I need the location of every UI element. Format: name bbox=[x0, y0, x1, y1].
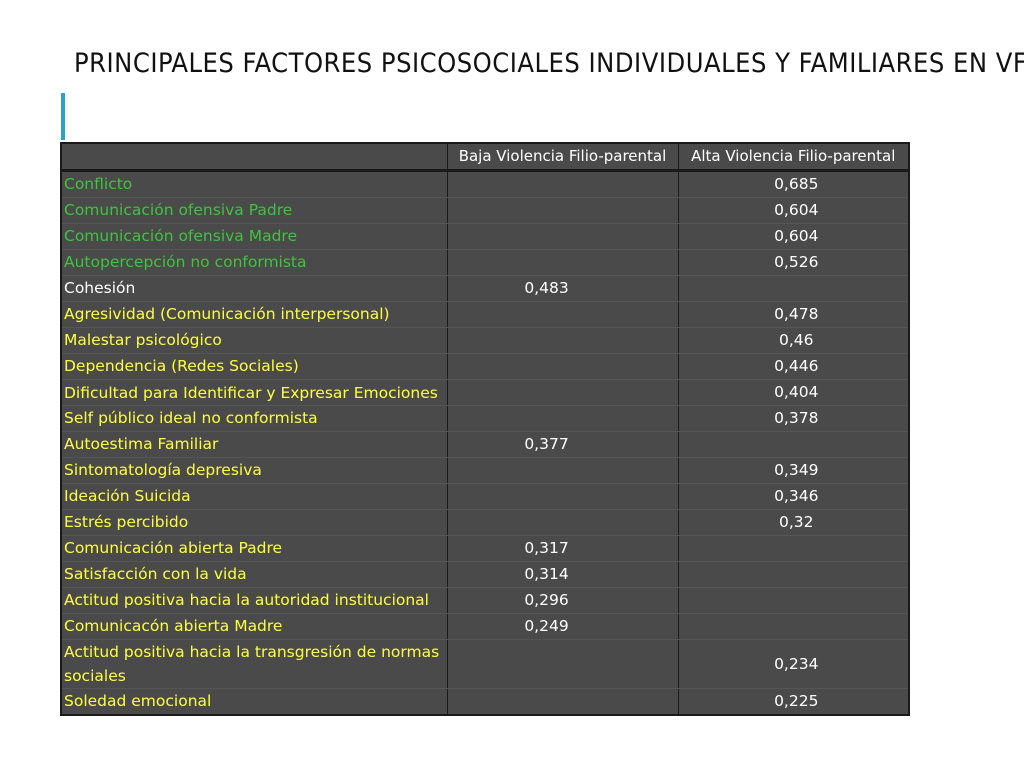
alta-value: 0,346 bbox=[677, 483, 909, 510]
header-alta: Alta Violencia Filio-parental bbox=[677, 143, 909, 172]
factor-label: Self público ideal no conformista bbox=[60, 405, 447, 432]
factor-label: Autoestima Familiar bbox=[60, 431, 447, 458]
table-row: Soledad emocional 0,225 bbox=[60, 688, 909, 716]
baja-value bbox=[446, 197, 678, 224]
table-row: Actitud positiva hacia la transgresión d… bbox=[60, 639, 909, 689]
baja-value: 0,377 bbox=[446, 431, 678, 458]
table-row: Satisfacción con la vida 0,314 bbox=[60, 561, 909, 588]
factor-label: Ideación Suicida bbox=[60, 483, 447, 510]
baja-value: 0,249 bbox=[446, 613, 678, 640]
baja-value bbox=[446, 353, 678, 380]
baja-value bbox=[446, 509, 678, 536]
alta-value: 0,46 bbox=[677, 327, 909, 354]
factor-label: Comunicación ofensiva Padre bbox=[60, 197, 447, 224]
alta-value: 0,378 bbox=[677, 405, 909, 432]
header-baja: Baja Violencia Filio-parental bbox=[446, 143, 678, 172]
factor-label: Sintomatología depresiva bbox=[60, 457, 447, 484]
table-row: Conflicto 0,685 bbox=[60, 170, 909, 198]
table-row: Estrés percibido 0,32 bbox=[60, 509, 909, 536]
factor-label: Estrés percibido bbox=[60, 509, 447, 536]
factor-label: Autopercepción no conformista bbox=[60, 249, 447, 276]
factor-label: Comunicación abierta Padre bbox=[60, 535, 447, 562]
table-row: Agresividad (Comunicación interpersonal)… bbox=[60, 301, 909, 328]
alta-value: 0,234 bbox=[677, 639, 909, 689]
factor-label: Comunicación ofensiva Madre bbox=[60, 223, 447, 250]
table-row: Dificultad para Identificar y Expresar E… bbox=[60, 379, 909, 406]
baja-value: 0,314 bbox=[446, 561, 678, 588]
alta-value: 0,478 bbox=[677, 301, 909, 328]
alta-value: 0,225 bbox=[677, 688, 909, 716]
table-row: Sintomatología depresiva 0,349 bbox=[60, 457, 909, 484]
table-row: Actitud positiva hacia la autoridad inst… bbox=[60, 587, 909, 614]
table-row: Comunicacón abierta Madre 0,249 bbox=[60, 613, 909, 640]
table-header-row: Baja Violencia Filio-parental Alta Viole… bbox=[60, 143, 909, 172]
alta-value: 0,32 bbox=[677, 509, 909, 536]
factor-label: Actitud positiva hacia la autoridad inst… bbox=[60, 587, 447, 614]
factor-label: Dependencia (Redes Sociales) bbox=[60, 353, 447, 380]
table-row: Malestar psicológico 0,46 bbox=[60, 327, 909, 354]
baja-value bbox=[446, 301, 678, 328]
baja-value: 0,483 bbox=[446, 275, 678, 302]
factors-table: Baja Violencia Filio-parental Alta Viole… bbox=[60, 142, 910, 716]
factor-label: Cohesión bbox=[60, 275, 447, 302]
alta-value: 0,446 bbox=[677, 353, 909, 380]
table-row: Comunicación ofensiva Madre 0,604 bbox=[60, 223, 909, 250]
baja-value bbox=[446, 327, 678, 354]
alta-value: 0,604 bbox=[677, 197, 909, 224]
baja-value bbox=[446, 379, 678, 406]
alta-value: 0,526 bbox=[677, 249, 909, 276]
baja-value bbox=[446, 223, 678, 250]
alta-value bbox=[677, 275, 909, 302]
alta-value bbox=[677, 587, 909, 614]
table-row: Autoestima Familiar 0,377 bbox=[60, 431, 909, 458]
alta-value bbox=[677, 613, 909, 640]
table-row: Dependencia (Redes Sociales) 0,446 bbox=[60, 353, 909, 380]
slide-title: PRINCIPALES FACTORES PSICOSOCIALES INDIV… bbox=[74, 48, 1024, 79]
baja-value bbox=[446, 639, 678, 689]
baja-value bbox=[446, 483, 678, 510]
baja-value bbox=[446, 405, 678, 432]
factor-label: Actitud positiva hacia la transgresión d… bbox=[60, 639, 447, 689]
factor-label: Dificultad para Identificar y Expresar E… bbox=[60, 379, 447, 406]
baja-value: 0,296 bbox=[446, 587, 678, 614]
alta-value: 0,349 bbox=[677, 457, 909, 484]
baja-value: 0,317 bbox=[446, 535, 678, 562]
alta-value: 0,404 bbox=[677, 379, 909, 406]
factor-label: Comunicacón abierta Madre bbox=[60, 613, 447, 640]
factor-label: Agresividad (Comunicación interpersonal) bbox=[60, 301, 447, 328]
baja-value bbox=[446, 170, 678, 198]
factor-label: Satisfacción con la vida bbox=[60, 561, 447, 588]
baja-value bbox=[446, 249, 678, 276]
table-row: Comunicación ofensiva Padre 0,604 bbox=[60, 197, 909, 224]
baja-value bbox=[446, 688, 678, 716]
factor-label: Soledad emocional bbox=[60, 688, 447, 716]
table-row: Self público ideal no conformista 0,378 bbox=[60, 405, 909, 432]
accent-bar bbox=[61, 93, 65, 140]
factor-label: Malestar psicológico bbox=[60, 327, 447, 354]
baja-value bbox=[446, 457, 678, 484]
table-row: Cohesión 0,483 bbox=[60, 275, 909, 302]
table-row: Autopercepción no conformista 0,526 bbox=[60, 249, 909, 276]
alta-value: 0,604 bbox=[677, 223, 909, 250]
alta-value: 0,685 bbox=[677, 170, 909, 198]
header-corner bbox=[60, 143, 447, 172]
alta-value bbox=[677, 561, 909, 588]
table-row: Ideación Suicida 0,346 bbox=[60, 483, 909, 510]
alta-value bbox=[677, 431, 909, 458]
alta-value bbox=[677, 535, 909, 562]
table-row: Comunicación abierta Padre 0,317 bbox=[60, 535, 909, 562]
factor-label: Conflicto bbox=[60, 170, 447, 198]
